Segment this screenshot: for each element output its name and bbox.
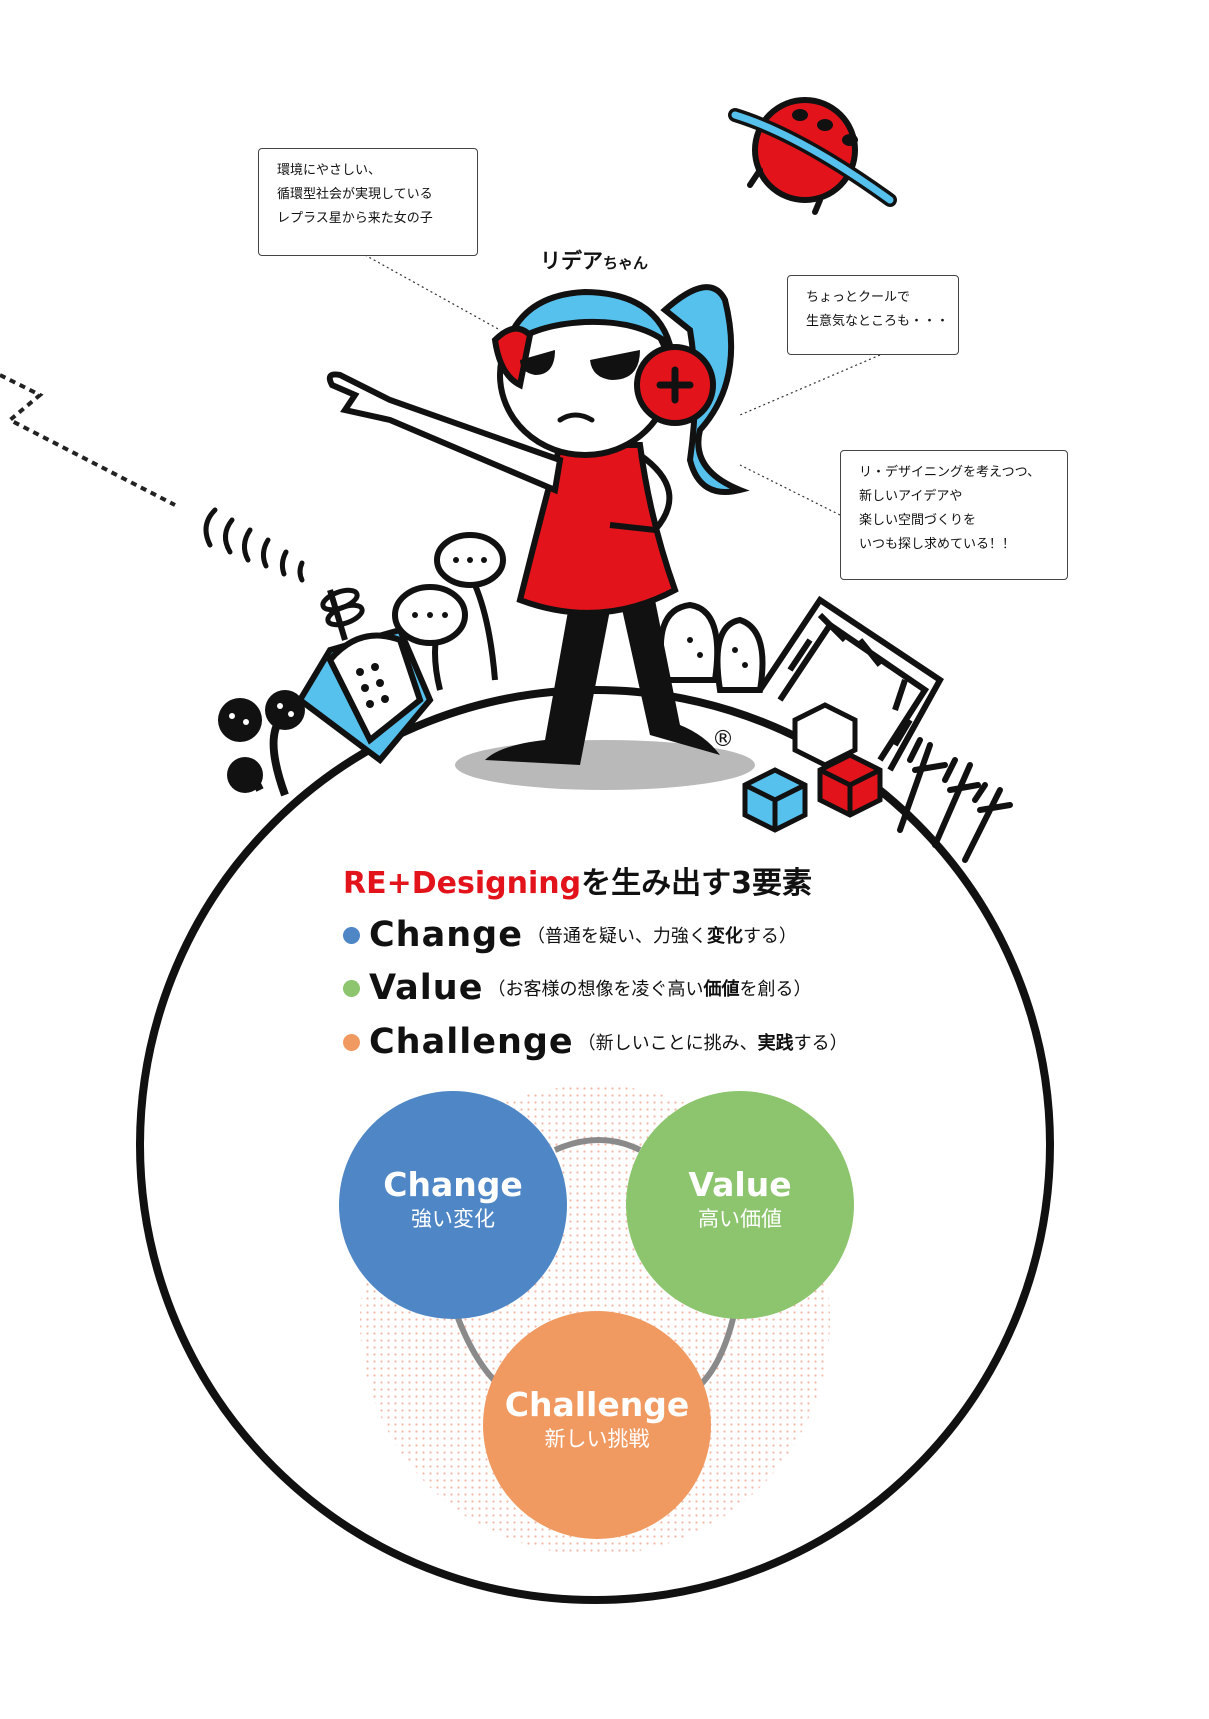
plant-icon — [392, 532, 506, 691]
sprout-icon — [897, 737, 1013, 863]
element-change: Change （普通を疑い、力強く変化する） — [343, 915, 797, 955]
character-name: リデアちゃん — [540, 245, 648, 275]
change-circle — [339, 1091, 567, 1319]
element-description: （普通を疑い、力強く変化する） — [526, 926, 797, 947]
circle-subtitle: 強い変化 — [411, 1207, 495, 1231]
element-challenge: Challenge （新しいことに挑み、実践する） — [343, 1022, 848, 1062]
circle-title: Challenge — [504, 1385, 690, 1424]
value-circle-label: Value 高い価値 — [630, 1165, 850, 1233]
note-mission-line: リ・デザイニングを考えつつ、 — [859, 465, 1041, 480]
leader-line-personality — [739, 354, 881, 416]
section-heading: RE+Designingを生み出す3要素 — [343, 858, 812, 902]
element-word: Value — [369, 968, 484, 1008]
planet-icon — [728, 97, 897, 215]
note-origin-line: 循環型社会が実現している — [277, 187, 433, 202]
capsule-plant-icon — [657, 601, 766, 693]
element-word: Change — [369, 915, 523, 955]
trademark-symbol: ® — [712, 727, 734, 752]
note-mission: リ・デザイニングを考えつつ、 新しいアイデアや 楽しい空間づくりを いつも探し求… — [840, 450, 1068, 580]
heading-rest: を生み出す3要素 — [581, 866, 812, 901]
note-mission-line: 楽しい空間づくりを — [859, 513, 977, 528]
change-circle-label: Change 強い変化 — [343, 1165, 563, 1233]
heading-accent: RE+Designing — [343, 866, 582, 901]
note-origin-line: レプラス星から来た女の子 — [277, 211, 433, 226]
character-illustration — [326, 284, 750, 765]
challenge-circle-label: Challenge 新しい挑戦 — [487, 1385, 707, 1453]
challenge-circle — [483, 1311, 711, 1539]
circle-subtitle: 新しい挑戦 — [544, 1427, 650, 1451]
dashed-trajectory — [0, 373, 176, 507]
change-bullet — [343, 926, 360, 944]
circle-title: Value — [688, 1165, 792, 1204]
element-value: Value （お客様の想像を凌ぐ高い価値を創る） — [343, 968, 811, 1008]
challenge-bullet — [343, 1033, 360, 1051]
tree-icon — [218, 690, 305, 797]
note-personality-line: ちょっとクールで — [806, 290, 911, 305]
note-personality: ちょっとクールで 生意気なところも・・・ — [787, 275, 959, 355]
note-origin-line: 環境にやさしい、 — [277, 163, 382, 178]
note-personality-line: 生意気なところも・・・ — [806, 314, 950, 329]
value-bullet — [343, 979, 360, 997]
element-description: （新しいことに挑み、実践する） — [577, 1033, 848, 1054]
note-mission-line: いつも探し求めている！！ — [859, 537, 1016, 552]
character-name-suffix: ちゃん — [603, 254, 649, 272]
note-origin: 環境にやさしい、 循環型社会が実現している レプラス星から来た女の子 — [258, 148, 478, 256]
leader-line-mission — [739, 464, 841, 516]
sound-wave-icon — [203, 507, 305, 583]
element-word: Challenge — [369, 1022, 574, 1062]
note-mission-line: 新しいアイデアや — [859, 489, 963, 504]
building-icon — [296, 587, 434, 765]
cube-icon — [742, 702, 883, 833]
circle-title: Change — [383, 1165, 523, 1204]
element-description: （お客様の想像を凌ぐ高い価値を創る） — [487, 979, 812, 1000]
value-circle — [626, 1091, 854, 1319]
truss-tower-icon — [757, 595, 944, 772]
circle-subtitle: 高い価値 — [698, 1207, 782, 1231]
character-name-main: リデア — [540, 249, 603, 273]
leader-line-origin — [364, 254, 501, 331]
